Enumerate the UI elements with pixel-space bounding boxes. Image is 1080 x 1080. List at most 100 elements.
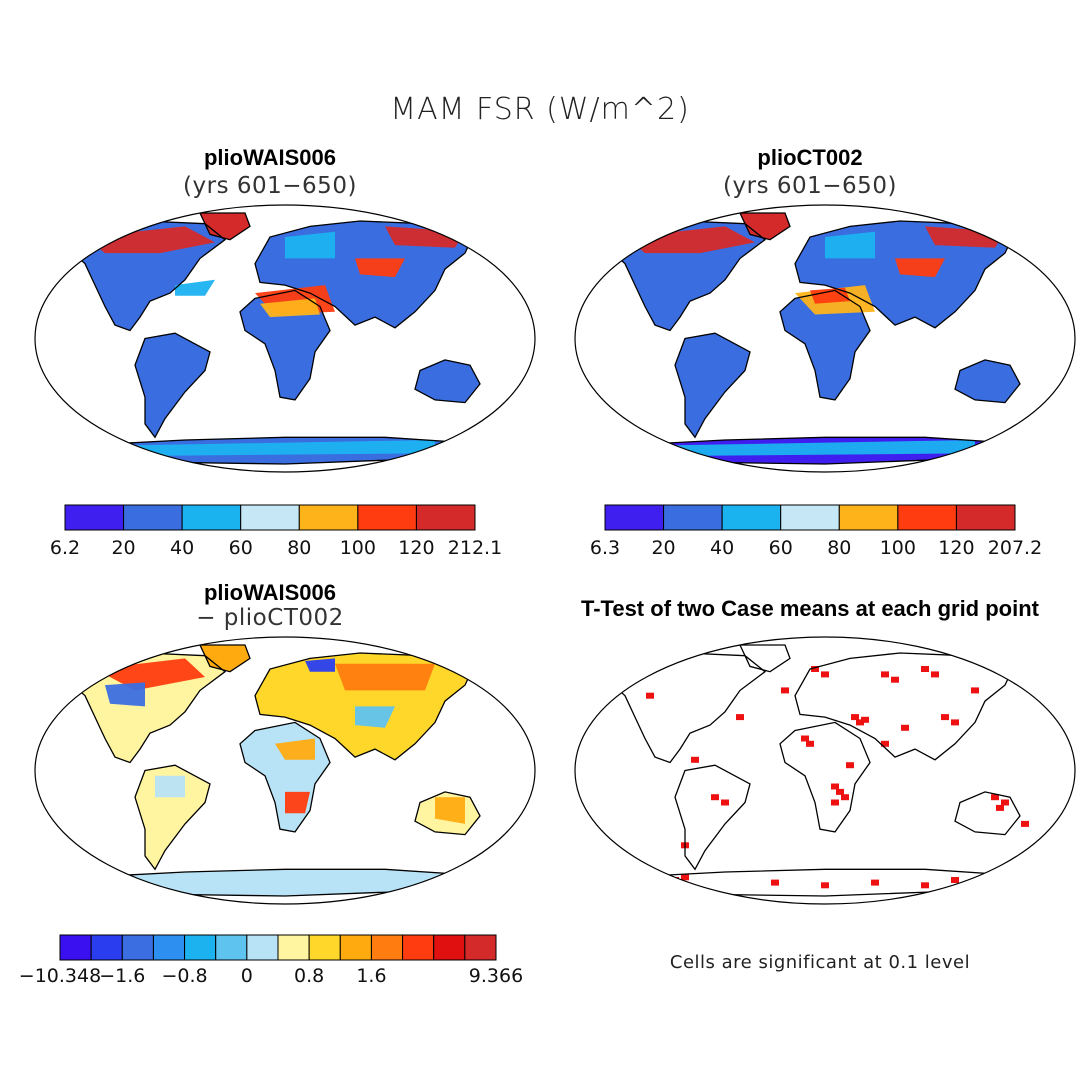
field-patch-5 [275, 738, 315, 760]
land-samerica [675, 765, 750, 870]
significant-cell [941, 714, 949, 721]
significant-cell [831, 799, 839, 806]
coastline-australia [414, 791, 481, 836]
land-antarctica [85, 869, 495, 896]
colorbar-swatch [181, 504, 242, 531]
colorbar-tick-label: 120 [398, 537, 435, 559]
coastline-eurasia [254, 652, 476, 761]
colorbar-swatch [780, 504, 840, 531]
significant-cell [881, 671, 889, 678]
coastline-greenland [738, 212, 791, 241]
significant-cell [951, 877, 959, 883]
colorbar-1 [64, 504, 476, 531]
significant-cell [681, 874, 689, 881]
colorbar-swatch [433, 934, 466, 961]
significant-cell [921, 882, 929, 889]
panel2-title: plioCT002 [757, 145, 863, 170]
colorbar-swatch [370, 934, 404, 961]
colorbar-tick-label: 0.8 [294, 965, 325, 987]
significant-cell [806, 740, 814, 747]
coastline-australia [954, 791, 1021, 836]
map-frame [574, 204, 1076, 473]
map-3 [34, 636, 536, 905]
colorbar-swatch [215, 934, 248, 961]
significance-note: Cells are significant at 0.1 level [669, 952, 971, 973]
coastline-africa [239, 721, 331, 833]
significant-cell [841, 794, 849, 801]
significant-cell [991, 794, 999, 801]
significant-cell [711, 794, 719, 801]
colorbar-tick-label: 80 [827, 537, 852, 559]
significant-cell [721, 799, 729, 806]
colorbar-swatch [152, 934, 186, 961]
significant-cell [881, 740, 889, 747]
colorbar-swatch [955, 504, 1016, 531]
significant-cell [931, 671, 939, 678]
coastline-samerica [674, 332, 751, 439]
coastline-australia [954, 359, 1021, 404]
coastline-eurasia [254, 220, 476, 329]
colorbar-tick-label: 80 [287, 537, 312, 559]
colorbar-tick-label: 100 [879, 537, 916, 559]
significant-cell [901, 724, 909, 731]
field-patch-4 [895, 258, 945, 278]
field-patch-4 [355, 706, 395, 728]
colorbar-tick-label: −10.348 [18, 965, 102, 987]
land-samerica [675, 333, 750, 438]
significant-cell [801, 735, 809, 742]
field-patch-6 [175, 279, 215, 296]
coastline-namerica [609, 220, 767, 332]
figure-title: MAM FSR (W/m^2) [390, 92, 690, 127]
significant-cell [851, 714, 859, 721]
significant-cell [781, 687, 789, 694]
significant-cell [846, 762, 854, 769]
significant-cell [831, 783, 839, 790]
map-4 [574, 636, 1076, 905]
field-patch-2 [335, 663, 435, 691]
field-patch-2 [260, 298, 320, 318]
colorbar-swatch [838, 504, 899, 531]
colorbar-swatch [59, 934, 92, 961]
colorbar-swatch [184, 934, 217, 961]
coastline-eurasia [794, 652, 1016, 761]
significant-cell [891, 676, 899, 683]
land-greenland [200, 213, 250, 240]
map-frame [34, 204, 536, 473]
panel1-subtitle: (yrs 601−650) [183, 173, 357, 199]
land-greenland [200, 645, 250, 672]
significant-cell [836, 788, 844, 795]
significant-cell [736, 714, 744, 721]
field-patch-2 [810, 287, 850, 304]
significant-cell [811, 666, 819, 672]
significant-cell [821, 671, 829, 678]
colorbar-swatch [246, 934, 279, 961]
colorbar-tick-label: 20 [111, 537, 136, 559]
coastline-greenland [198, 212, 251, 241]
colorbar-tick-label: 212.1 [447, 537, 503, 559]
significant-cell [1001, 799, 1009, 806]
panel3-subtitle: − plioCT002 [196, 605, 344, 631]
coastline-australia [414, 359, 481, 404]
significant-cell [856, 719, 864, 726]
significant-cell [691, 756, 699, 763]
panel2-subtitle: (yrs 601−650) [723, 173, 897, 199]
colorbar-swatch [277, 934, 310, 961]
panel1-title: plioWAIS006 [203, 145, 337, 170]
field-patch-1 [105, 682, 145, 707]
land-australia [415, 359, 480, 403]
colorbar-swatch [415, 504, 476, 531]
panel4-title: T-Test of two Case means at each grid po… [580, 596, 1039, 621]
field-patch-7 [135, 440, 435, 456]
coastline-samerica [674, 764, 751, 871]
significant-cell [646, 692, 654, 699]
land-australia [955, 359, 1020, 403]
field-patch-0 [85, 226, 215, 254]
field-patch-8 [155, 775, 185, 798]
field-patch-5 [285, 231, 335, 259]
significant-cell [1021, 820, 1029, 827]
field-patch-5 [825, 231, 875, 259]
coastline-eurasia [794, 220, 1016, 329]
colorbar-tick-label: 20 [651, 537, 676, 559]
colorbar-tick-label: −1.6 [99, 965, 146, 987]
